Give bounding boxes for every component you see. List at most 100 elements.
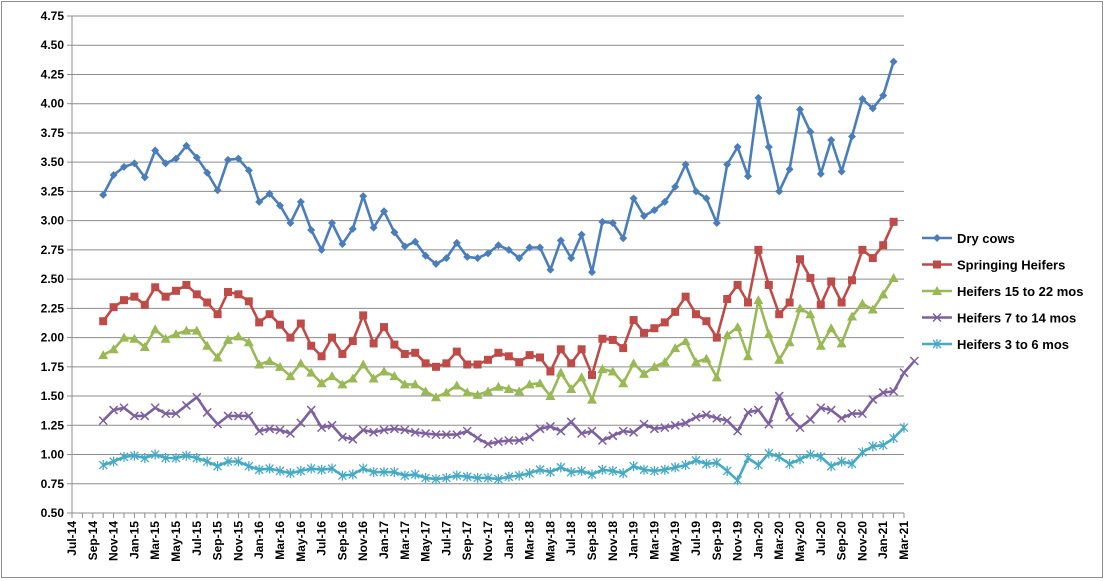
square-marker (463, 360, 472, 369)
asterisk-marker (254, 464, 264, 475)
x-tick-label: Mar-15 (148, 521, 162, 560)
y-tick-label: 0.75 (41, 477, 65, 491)
x-marker (670, 420, 680, 430)
diamond-marker (494, 241, 503, 250)
diamond-marker (151, 146, 160, 155)
x-tick-label: Jan-20 (751, 521, 765, 559)
square-marker (536, 353, 544, 362)
diamond-marker (390, 228, 399, 237)
x-marker (733, 426, 743, 436)
x-marker (441, 430, 451, 440)
x-marker (493, 437, 503, 447)
x-marker (150, 403, 160, 413)
x-marker (701, 410, 711, 420)
square-marker (504, 352, 513, 361)
asterisk-marker (701, 458, 711, 469)
square-marker (109, 303, 118, 312)
x-tick-label: Sep-15 (211, 521, 225, 561)
x-tick-label: Sep-19 (710, 521, 724, 561)
x-tick-label: Mar-19 (647, 521, 661, 560)
triangle-marker (295, 358, 306, 368)
square-marker (775, 310, 784, 319)
legend-item: Heifers 3 to 6 mos (922, 337, 1069, 352)
triangle-marker (763, 329, 774, 339)
asterisk-marker (774, 451, 784, 462)
triangle-marker (566, 384, 577, 394)
asterisk-marker (795, 454, 805, 465)
diamond-marker (369, 223, 378, 232)
square-marker (858, 245, 867, 254)
triangle-marker (857, 298, 868, 308)
asterisk-marker (525, 468, 535, 479)
diamond-marker (754, 93, 763, 102)
axes (67, 15, 905, 518)
x-marker (410, 427, 420, 437)
asterisk-marker (192, 453, 202, 464)
series-line (102, 277, 895, 401)
x-axis-ticks: Jul-14 Sep-14 Nov-14 Jan-15 Mar-15 May-15 Jul-… (65, 521, 911, 562)
asterisk-marker (681, 460, 691, 471)
y-tick-label: 3.25 (41, 184, 65, 198)
series-heifers-3-to-6-mos (98, 422, 909, 486)
asterisk-marker (161, 453, 171, 464)
diamond-marker (650, 206, 659, 215)
asterisk-marker (649, 465, 659, 476)
asterisk-marker (764, 448, 774, 459)
y-axis-ticks: 0.50 0.75 1.00 1.25 1.50 1.75 2.00 2.25 2.50 2.75… (41, 9, 65, 520)
asterisk-marker (837, 456, 847, 467)
diamond-marker (504, 245, 513, 254)
triangle-marker (691, 357, 701, 367)
square-marker (172, 286, 180, 295)
diamond-marker (858, 95, 867, 104)
diamond-marker (660, 197, 669, 206)
legend: Dry cows Springing Heifers Heifers 15 to 2… (922, 231, 1083, 352)
x-tick-label: Sep-14 (86, 521, 100, 561)
legend-label: Heifers 7 to 14 mos (957, 311, 1076, 326)
asterisk-marker (431, 474, 441, 485)
asterisk-marker (233, 456, 243, 467)
x-marker (129, 411, 139, 421)
triangle-marker (753, 295, 764, 305)
asterisk-marker (452, 470, 462, 481)
diamond-marker (224, 155, 232, 164)
asterisk-marker (421, 472, 431, 483)
x-tick-label: Jan-18 (502, 521, 516, 559)
square-marker (546, 367, 555, 376)
x-marker (525, 432, 535, 442)
x-marker (161, 409, 171, 419)
asterisk-marker (608, 465, 618, 476)
x-tick-label: Sep-16 (335, 521, 349, 561)
square-marker (151, 283, 160, 292)
square-marker (317, 352, 326, 361)
asterisk-marker (275, 465, 285, 476)
x-marker (545, 421, 555, 431)
diamond-marker (933, 234, 941, 242)
y-tick-label: 4.00 (41, 97, 65, 111)
square-marker (785, 298, 794, 307)
diamond-marker (816, 169, 825, 178)
diamond-marker (744, 172, 752, 181)
x-tick-label: Jan-17 (377, 521, 391, 559)
square-marker (452, 347, 461, 356)
square-marker (369, 339, 378, 348)
square-marker (588, 371, 596, 380)
x-tick-label: May-16 (294, 521, 308, 562)
x-marker (202, 407, 212, 417)
square-marker (754, 245, 763, 254)
asterisk-marker (670, 462, 680, 473)
x-tick-label: Nov-19 (731, 521, 745, 561)
triangle-marker (836, 338, 847, 348)
square-marker (234, 290, 243, 299)
diamond-marker (837, 167, 846, 176)
diamond-marker (525, 243, 534, 252)
triangle-marker (524, 379, 535, 389)
square-marker (525, 351, 534, 360)
square-marker (244, 297, 253, 306)
asterisk-marker (691, 455, 701, 466)
asterisk-marker (171, 453, 181, 464)
triangle-marker (795, 303, 805, 313)
triangle-marker (659, 357, 670, 367)
diamond-marker (640, 211, 648, 220)
x-tick-label: Nov-14 (107, 521, 121, 561)
square-marker (120, 296, 128, 305)
